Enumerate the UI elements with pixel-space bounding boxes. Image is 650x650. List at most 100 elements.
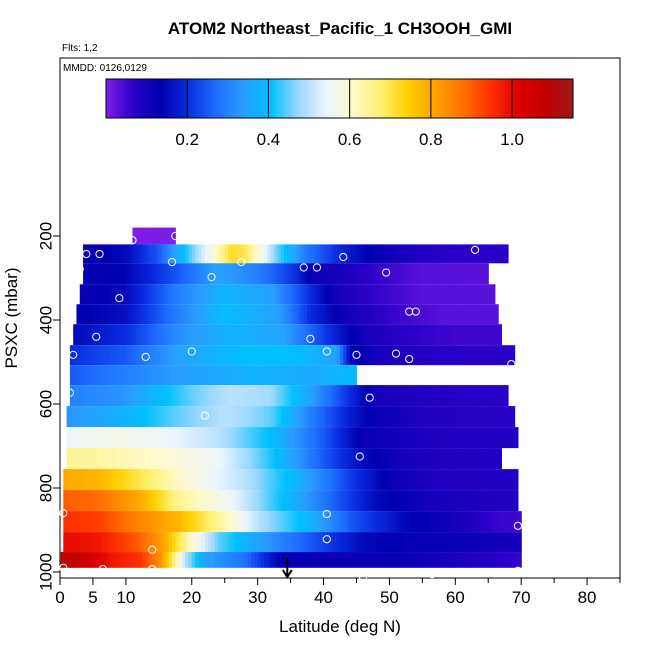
heatmap-cell — [514, 490, 519, 512]
heatmap-cell — [148, 227, 153, 245]
heatmap-cell — [290, 552, 295, 568]
heatmap-cell — [191, 552, 196, 568]
heatmap-cell — [221, 406, 226, 428]
heatmap-cell — [297, 427, 302, 449]
heatmap-cell — [122, 304, 127, 325]
heatmap-cell — [241, 552, 246, 568]
heatmap-cell — [119, 511, 124, 533]
observation-point — [391, 349, 401, 358]
heatmap-cell — [455, 304, 460, 325]
observation-point — [405, 354, 414, 364]
heatmap-cell — [475, 511, 479, 533]
observation-point — [507, 360, 516, 369]
heatmap-cell — [211, 552, 216, 568]
heatmap-cell — [428, 385, 433, 407]
heatmap-cell — [102, 490, 107, 512]
heatmap-cell — [293, 345, 298, 366]
heatmap-cell — [188, 304, 193, 325]
heatmap-cell — [349, 385, 354, 407]
heatmap-cell — [323, 304, 328, 325]
heatmap-cell — [224, 406, 229, 428]
heatmap-cell — [274, 304, 279, 325]
heatmap-cell — [211, 532, 216, 553]
heatmap-cell — [270, 406, 275, 428]
heatmap-cell — [270, 448, 275, 470]
heatmap-cell — [181, 324, 186, 346]
heatmap-cell — [346, 385, 351, 407]
heatmap-cell — [211, 427, 216, 449]
heatmap-cell — [452, 324, 456, 346]
heatmap-cell — [307, 511, 311, 533]
heatmap-cell — [122, 406, 127, 428]
heatmap-cell — [142, 244, 147, 264]
heatmap-cell — [316, 427, 321, 449]
heatmap-cell — [369, 469, 374, 491]
heatmap-cell — [445, 511, 450, 533]
heatmap-cell — [119, 304, 124, 325]
heatmap-cell — [514, 511, 519, 533]
heatmap-cell — [96, 552, 101, 568]
heatmap-cell — [412, 406, 417, 428]
heatmap-cell — [326, 324, 331, 346]
heatmap-cell — [484, 490, 489, 512]
heatmap-cell — [399, 490, 404, 512]
heatmap-cell — [323, 448, 328, 470]
heatmap-cell — [445, 385, 450, 407]
heatmap-cell — [99, 511, 104, 533]
heatmap-cell — [191, 469, 196, 491]
heatmap-cell — [363, 385, 367, 407]
heatmap-cell — [346, 304, 351, 325]
heatmap-cell — [379, 345, 384, 366]
heatmap-cell — [366, 427, 371, 449]
heatmap-cell — [349, 244, 354, 264]
heatmap-cell — [257, 385, 262, 407]
heatmap-cell — [198, 448, 203, 470]
heatmap-cell — [145, 324, 150, 346]
heatmap-cell — [198, 385, 203, 407]
heatmap-cell — [303, 469, 308, 491]
heatmap-cell — [484, 345, 489, 366]
heatmap-cell — [379, 304, 384, 325]
heatmap-cell — [280, 406, 285, 428]
heatmap-cell — [237, 365, 242, 386]
heatmap-cell — [330, 490, 335, 512]
heatmap-cell — [125, 284, 130, 305]
heatmap-cell — [438, 490, 443, 512]
heatmap-cell — [359, 263, 364, 285]
heatmap-cell — [517, 552, 522, 568]
heatmap-cell — [409, 385, 414, 407]
heatmap-cell — [257, 304, 262, 325]
heatmap-cell — [340, 490, 344, 512]
heatmap-cell — [349, 552, 354, 568]
heatmap-cell — [511, 469, 516, 491]
heatmap-cell — [106, 406, 111, 428]
heatmap-cell — [468, 406, 473, 428]
heatmap-cell — [333, 304, 338, 325]
heatmap-cell — [139, 284, 143, 305]
heatmap-cell — [181, 284, 186, 305]
heatmap-cell — [89, 244, 94, 264]
heatmap-cell — [132, 385, 137, 407]
heatmap-cell — [284, 284, 288, 305]
heatmap-cell — [145, 469, 150, 491]
heatmap-cell — [270, 490, 275, 512]
heatmap-cell — [89, 490, 94, 512]
heatmap-cell — [237, 406, 242, 428]
heatmap-cell — [260, 324, 265, 346]
heatmap-cell — [76, 532, 81, 553]
heatmap-cell — [185, 427, 190, 449]
heatmap-cell — [293, 490, 298, 512]
heatmap-cell — [142, 365, 147, 386]
heatmap-cell — [379, 511, 384, 533]
heatmap-cell — [484, 532, 489, 553]
heatmap-cell — [419, 263, 423, 285]
heatmap-cell — [316, 365, 321, 386]
heatmap-cell — [471, 552, 476, 568]
heatmap-cell — [287, 406, 292, 428]
heatmap-cell — [376, 244, 381, 264]
heatmap-cell — [488, 552, 493, 568]
heatmap-cell — [211, 345, 216, 366]
heatmap-cell — [260, 263, 265, 285]
heatmap-cell — [132, 345, 137, 366]
heatmap-cell — [386, 448, 391, 470]
